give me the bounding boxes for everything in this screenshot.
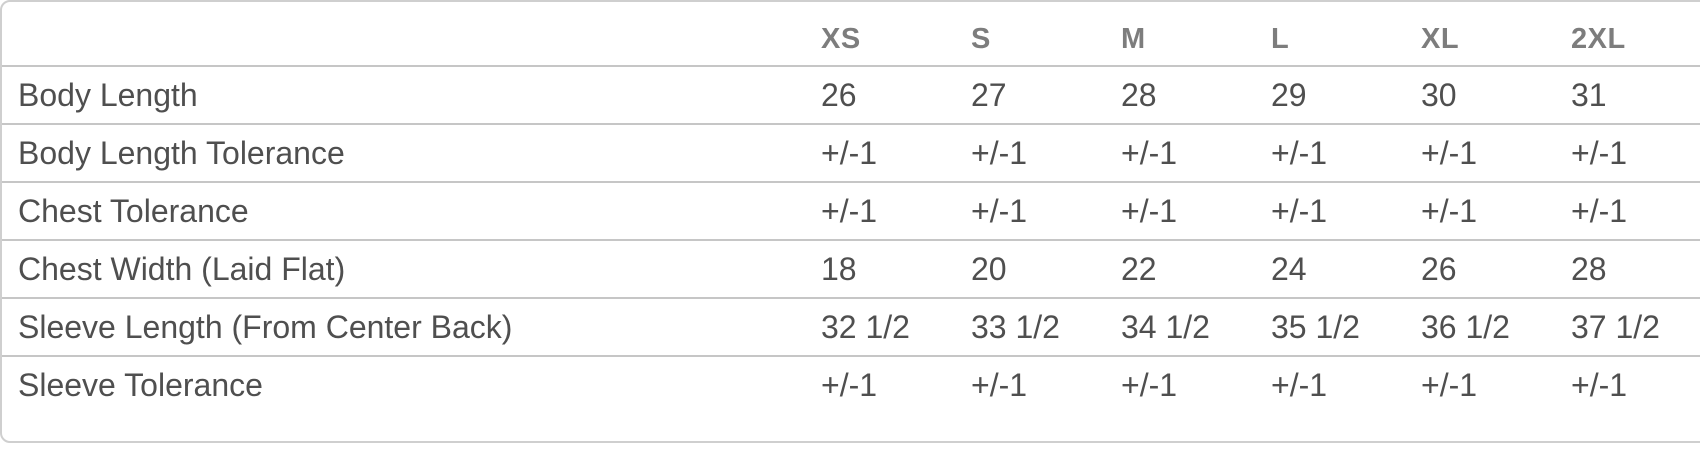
table-row: Body Length 26 27 28 29 30 31 (2, 65, 1700, 124)
size-value-cell: 22 (1121, 239, 1271, 298)
column-header-2xl: 2XL (1571, 23, 1626, 55)
size-value-cell: 26 (821, 65, 971, 124)
size-value-cell: 36 1/2 (1421, 297, 1571, 356)
size-value-cell: +/-1 (1271, 181, 1421, 240)
size-value-cell: 33 1/2 (971, 297, 1121, 356)
size-chart-header-row: XS S M L XL 2XL (2, 2, 1700, 66)
table-bottom-spacer (2, 414, 1700, 441)
row-label: Sleeve Tolerance (2, 355, 821, 414)
size-value-cell: 34 1/2 (1121, 297, 1271, 356)
row-label: Chest Width (Laid Flat) (2, 239, 821, 298)
size-value-cell: 37 1/2 (1571, 297, 1700, 356)
size-value-cell: 27 (971, 65, 1121, 124)
size-value-cell: +/-1 (1571, 355, 1700, 414)
size-value-cell: 30 (1421, 65, 1571, 124)
size-value-cell: +/-1 (971, 355, 1121, 414)
size-value-cell: +/-1 (1421, 123, 1571, 182)
size-value-cell: 28 (1121, 65, 1271, 124)
size-value-cell: 28 (1571, 239, 1700, 298)
size-value-cell: +/-1 (1571, 181, 1700, 240)
row-label: Body Length (2, 65, 821, 124)
size-value-cell: +/-1 (1121, 181, 1271, 240)
size-value-cell: 32 1/2 (821, 297, 971, 356)
size-value-cell: +/-1 (1271, 355, 1421, 414)
size-value-cell: +/-1 (821, 123, 971, 182)
size-value-cell: 29 (1271, 65, 1421, 124)
size-value-cell: +/-1 (821, 181, 971, 240)
column-header-s: S (971, 23, 991, 55)
size-value-cell: 31 (1571, 65, 1700, 124)
size-value-cell: 20 (971, 239, 1121, 298)
size-value-cell: 35 1/2 (1271, 297, 1421, 356)
table-row: Sleeve Tolerance +/-1 +/-1 +/-1 +/-1 +/-1 +/-1 (2, 355, 1700, 414)
size-value-cell: +/-1 (1121, 355, 1271, 414)
column-header-xs: XS (821, 23, 861, 55)
size-value-cell: +/-1 (1271, 123, 1421, 182)
column-header-l: L (1271, 23, 1290, 55)
size-value-cell: +/-1 (971, 181, 1121, 240)
table-row: Body Length Tolerance +/-1 +/-1 +/-1 +/-1 +/-… (2, 123, 1700, 182)
size-value-cell: 18 (821, 239, 971, 298)
column-header-m: M (1121, 23, 1146, 55)
size-value-cell: +/-1 (1121, 123, 1271, 182)
size-chart-body: Body Length 26 27 28 29 30 31 Body Length Toler… (2, 65, 1700, 414)
size-value-cell: 24 (1271, 239, 1421, 298)
size-value-cell: +/-1 (1421, 181, 1571, 240)
size-value-cell: 26 (1421, 239, 1571, 298)
size-value-cell: +/-1 (821, 355, 971, 414)
table-row: Chest Tolerance +/-1 +/-1 +/-1 +/-1 +/-1 +/-1 (2, 181, 1700, 240)
size-value-cell: +/-1 (1421, 355, 1571, 414)
measurement-column-header (2, 2, 821, 66)
size-value-cell: +/-1 (1571, 123, 1700, 182)
table-row: Sleeve Length (From Center Back) 32 1/2 33… (2, 297, 1700, 356)
row-label: Body Length Tolerance (2, 123, 821, 182)
size-value-cell: +/-1 (971, 123, 1121, 182)
size-chart-table: XS S M L XL 2XL Body Length 26 27 28 29 30 31 Body L… (2, 2, 1700, 414)
row-label: Sleeve Length (From Center Back) (2, 297, 821, 356)
table-row: Chest Width (Laid Flat) 18 20 22 24 26 28 (2, 239, 1700, 298)
row-label: Chest Tolerance (2, 181, 821, 240)
column-header-xl: XL (1421, 23, 1460, 55)
